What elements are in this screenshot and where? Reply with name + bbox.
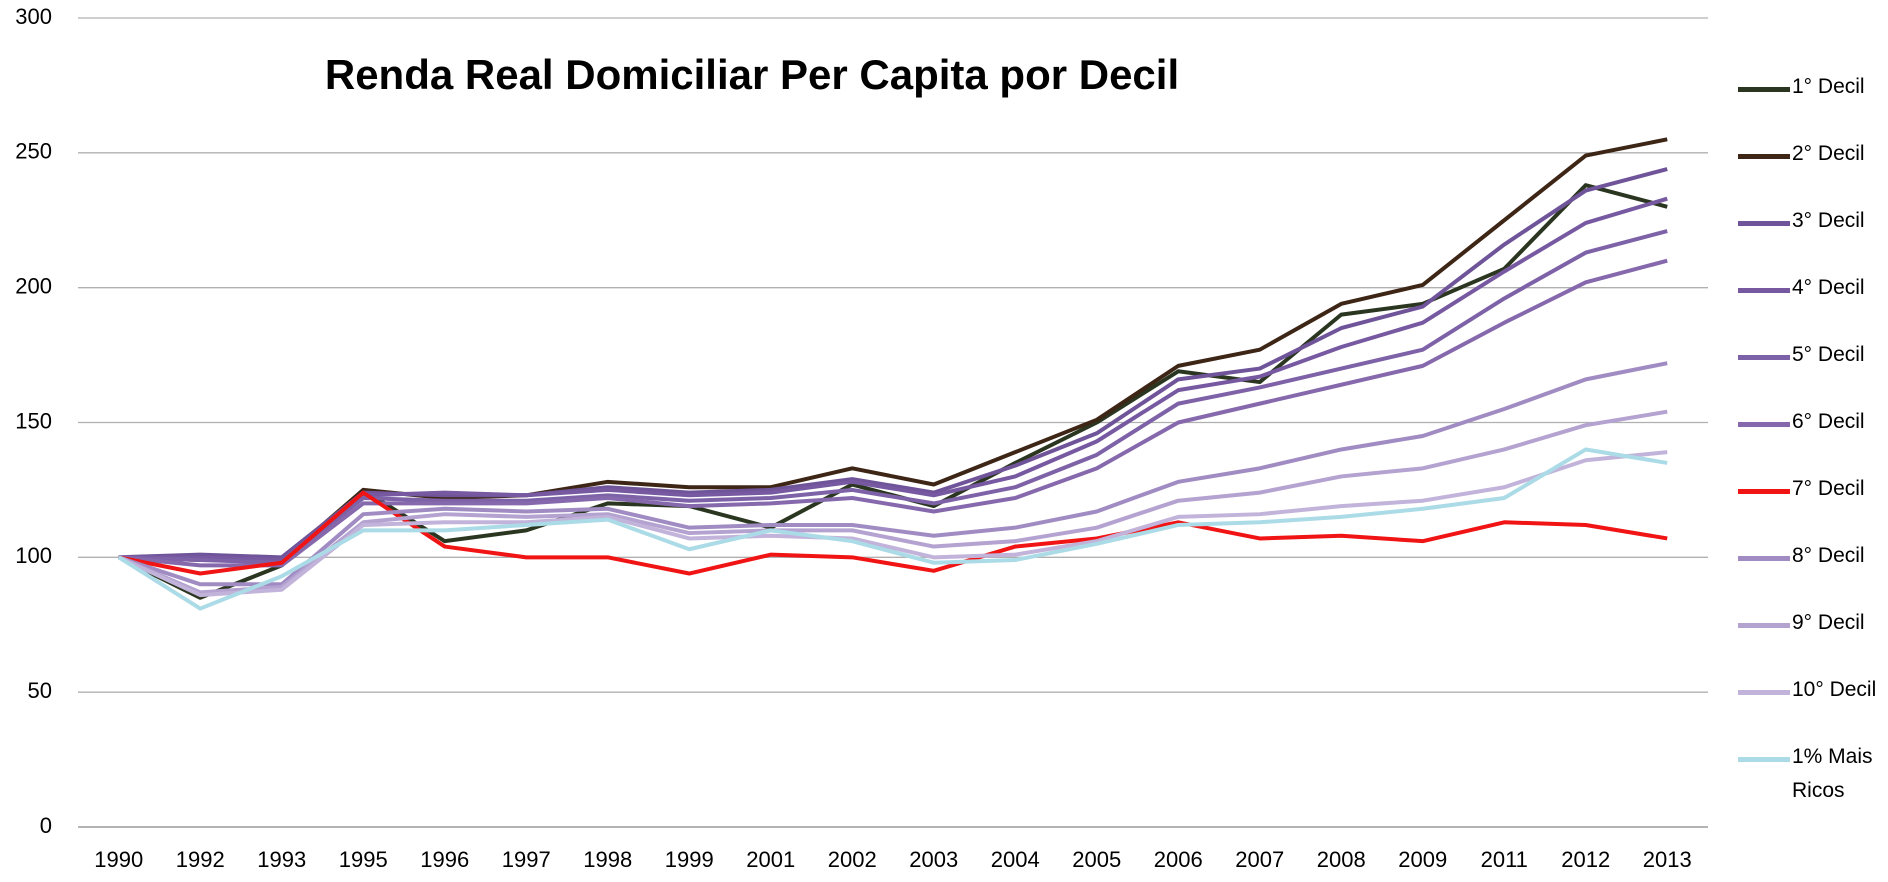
x-tick-label: 2001 — [746, 847, 795, 872]
legend-swatch — [1738, 221, 1790, 226]
x-tick-label: 2013 — [1643, 847, 1692, 872]
legend-label: 9° Decil — [1792, 611, 1865, 634]
series-line — [118, 361, 1668, 587]
series-line — [118, 490, 1668, 576]
legend-item: 2° Decil — [1738, 142, 1888, 171]
legend-item: 9° Decil — [1738, 611, 1888, 640]
series-line — [118, 229, 1668, 565]
legend-label: 6° Decil — [1792, 410, 1865, 433]
x-tick-label: 1995 — [339, 847, 388, 872]
x-tick-label: 1992 — [176, 847, 225, 872]
legend-swatch — [1738, 87, 1790, 92]
x-tick-label: 2002 — [828, 847, 877, 872]
y-tick-label: 250 — [15, 139, 52, 164]
x-tick-label: 2011 — [1481, 847, 1528, 872]
legend-swatch — [1738, 154, 1790, 159]
legend-swatch — [1738, 355, 1790, 360]
x-tick-label: 1990 — [94, 847, 143, 872]
legend-label: 3° Decil — [1792, 209, 1865, 232]
legend-label: 10° Decil — [1792, 678, 1877, 701]
x-tick-label: 1996 — [420, 847, 469, 872]
x-tick-label: 2006 — [1154, 847, 1203, 872]
series-line — [117, 450, 1668, 598]
x-tick-label: 1997 — [502, 847, 551, 872]
legend-swatch — [1738, 422, 1790, 427]
series-line — [118, 196, 1668, 563]
legend-label: 7° Decil — [1792, 477, 1865, 500]
legend-swatch — [1738, 690, 1790, 695]
y-tick-label: 150 — [15, 408, 52, 433]
legend-swatch — [1738, 489, 1790, 494]
legend-label: 8° Decil — [1792, 544, 1865, 567]
legend-item: 6° Decil — [1738, 410, 1888, 439]
legend-label: 2° Decil — [1792, 142, 1865, 165]
legend-item: 10° Decil — [1738, 678, 1888, 707]
series-line — [117, 409, 1668, 595]
y-tick-label: 0 — [40, 813, 52, 838]
y-tick-label: 100 — [15, 543, 52, 568]
legend-item: 3° Decil — [1738, 209, 1888, 238]
y-tick-label: 300 — [15, 4, 52, 29]
x-tick-label: 1993 — [257, 847, 306, 872]
x-tick-label: 1999 — [665, 847, 714, 872]
legend-swatch — [1738, 757, 1790, 762]
legend-swatch — [1738, 288, 1790, 293]
y-tick-label: 50 — [28, 678, 52, 703]
legend-swatch — [1738, 623, 1790, 628]
legend-item: 1% Mais Ricos — [1738, 745, 1888, 808]
legend-item: 1° Decil — [1738, 75, 1888, 104]
x-tick-label: 1998 — [583, 847, 632, 872]
legend-item: 4° Decil — [1738, 276, 1888, 305]
legend-item: 8° Decil — [1738, 544, 1888, 573]
x-tick-label: 2003 — [909, 847, 958, 872]
x-tick-label: 2009 — [1398, 847, 1447, 872]
series-line — [117, 447, 1668, 611]
x-tick-label: 2012 — [1561, 847, 1610, 872]
legend-label: 1% Mais Ricos — [1792, 745, 1873, 802]
legend-item: 5° Decil — [1738, 343, 1888, 372]
legend-swatch — [1738, 556, 1790, 561]
legend-label: 1° Decil — [1792, 75, 1865, 98]
x-tick-label: 2007 — [1235, 847, 1284, 872]
x-tick-label: 2004 — [991, 847, 1040, 872]
legend-label: 5° Decil — [1792, 343, 1865, 366]
legend-item: 7° Decil — [1738, 477, 1888, 506]
chart-title: Renda Real Domiciliar Per Capita por Dec… — [325, 51, 1179, 98]
legend-label: 4° Decil — [1792, 276, 1865, 299]
y-tick-label: 200 — [15, 273, 52, 298]
x-tick-label: 2008 — [1317, 847, 1366, 872]
x-tick-label: 2005 — [1072, 847, 1121, 872]
series-line — [118, 258, 1668, 568]
